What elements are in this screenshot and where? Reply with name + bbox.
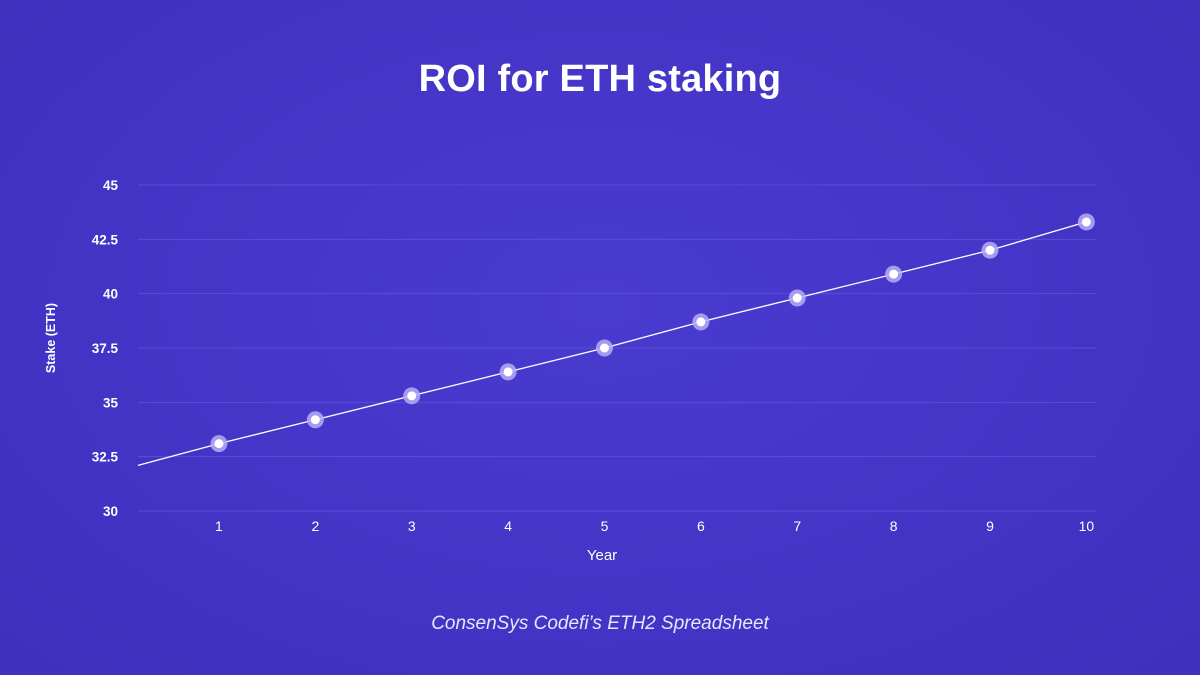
y-tick-label: 35 — [103, 395, 119, 410]
data-point-dot — [503, 367, 513, 377]
grid-lines — [138, 184, 1096, 512]
data-point-dot — [407, 391, 417, 401]
x-tick-label: 2 — [311, 518, 319, 534]
y-axis-label: Stake (ETH) — [44, 303, 58, 373]
y-tick-label: 42.5 — [92, 232, 119, 247]
x-tick-label: 4 — [504, 518, 512, 534]
data-point-dot — [792, 293, 802, 303]
source-caption: ConsenSys Codefi’s ETH2 Spreadsheet — [431, 613, 769, 634]
data-point-dot — [310, 415, 320, 425]
x-tick-label: 8 — [890, 518, 898, 534]
data-point — [981, 241, 999, 259]
y-tick-label: 32.5 — [92, 450, 119, 465]
data-point-dot — [696, 317, 706, 327]
data-point — [210, 435, 228, 453]
x-tick-label: 3 — [408, 518, 416, 534]
data-point — [1077, 213, 1095, 231]
data-point — [595, 339, 613, 357]
data-point — [788, 289, 806, 307]
data-point — [885, 265, 903, 283]
y-tick-label: 30 — [103, 504, 118, 519]
data-point-dot — [599, 343, 609, 353]
data-point-dot — [214, 439, 224, 449]
series-line — [137, 221, 1087, 467]
x-tick-label: 9 — [986, 518, 994, 534]
y-tick-label: 45 — [103, 178, 119, 193]
data-point-dot — [1081, 217, 1091, 227]
data-point — [403, 387, 421, 405]
data-point — [306, 411, 324, 429]
chart-title: ROI for ETH staking — [418, 58, 782, 100]
series-points — [210, 213, 1095, 453]
y-axis-ticks: 30 32.5 35 37.5 40 42.5 45 — [92, 178, 119, 519]
y-tick-label: 37.5 — [92, 341, 119, 356]
data-point-dot — [889, 269, 899, 279]
x-axis-ticks: 1 2 3 4 5 6 7 8 9 10 — [215, 518, 1094, 534]
x-tick-label: 6 — [697, 518, 705, 534]
series-line-layer — [137, 221, 1087, 467]
x-tick-label: 1 — [215, 518, 223, 534]
x-axis-label: Year — [587, 547, 617, 564]
y-tick-label: 40 — [103, 287, 118, 302]
x-tick-label: 7 — [793, 518, 801, 534]
data-point-dot — [985, 245, 995, 255]
data-point — [499, 363, 517, 381]
x-tick-label: 5 — [601, 518, 609, 534]
data-point — [692, 313, 710, 331]
x-tick-label: 10 — [1079, 518, 1095, 534]
